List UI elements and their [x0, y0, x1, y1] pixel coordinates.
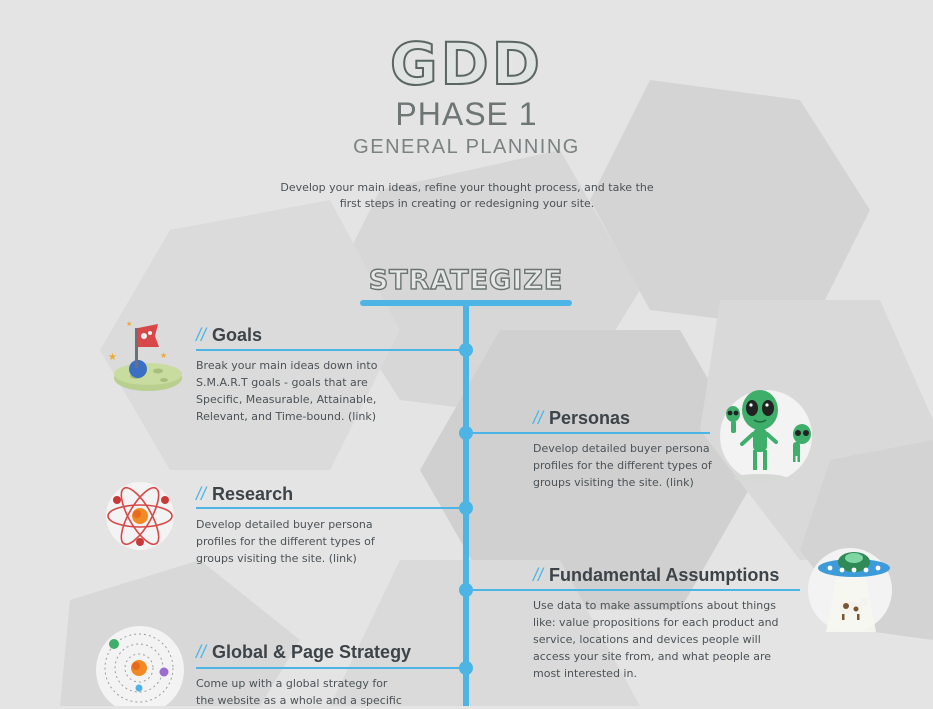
item-desc-goals: Break your main ideas down into S.M.A.R.… [196, 359, 378, 423]
solar-system-icon [96, 626, 184, 706]
slash-mark: // [196, 484, 207, 504]
item-heading-goals[interactable]: //Goals [196, 325, 262, 346]
item-heading-personas[interactable]: //Personas [533, 408, 630, 429]
intro-text: Develop your main ideas, refine your tho… [280, 181, 654, 210]
item-title-assumptions: Fundamental Assumptions [549, 565, 780, 585]
item-desc-assumptions: Use data to make assumptions about thing… [533, 599, 779, 680]
timeline-node-research [459, 501, 473, 515]
timeline-node-strategy [459, 661, 473, 675]
timeline-connector-personas [466, 432, 710, 434]
item-heading-strategy[interactable]: //Global & Page Strategy [196, 642, 411, 663]
timeline-node-goals [459, 343, 473, 357]
slash-mark: // [533, 565, 544, 585]
aliens-icon [720, 390, 812, 482]
timeline-connector-research [196, 507, 466, 509]
timeline-connector-strategy [196, 667, 466, 669]
timeline-node-personas [459, 426, 473, 440]
svg-text:★: ★ [108, 352, 117, 363]
timeline-connector-goals [196, 349, 466, 351]
timeline-node-assumptions [459, 583, 473, 597]
item-title-research: Research [212, 484, 294, 504]
page-title: GDD [389, 29, 543, 99]
slash-mark: // [196, 642, 207, 662]
svg-text:★: ★ [160, 351, 167, 360]
slash-mark: // [196, 325, 207, 345]
item-desc-research: Develop detailed buyer persona profiles … [196, 518, 375, 565]
phase-subtitle: GENERAL PLANNING [353, 136, 580, 158]
item-heading-assumptions[interactable]: //Fundamental Assumptions [533, 565, 779, 586]
planet-flag-icon: ★ ★ ★ [108, 320, 182, 391]
ufo-cow-icon [808, 548, 892, 632]
item-desc-personas: Develop detailed buyer persona profiles … [533, 442, 712, 489]
section-title: STRATEGIZE [368, 264, 564, 296]
slash-mark: // [533, 408, 544, 428]
atom-icon [106, 482, 174, 550]
item-desc-strategy: Come up with a global strategy for the w… [196, 677, 402, 707]
svg-text:★: ★ [126, 320, 132, 328]
item-title-goals: Goals [212, 325, 263, 345]
timeline-connector-assumptions [466, 589, 800, 591]
item-title-strategy: Global & Page Strategy [212, 642, 412, 662]
phase-title: PHASE 1 [395, 96, 538, 132]
item-heading-research[interactable]: //Research [196, 484, 293, 505]
item-title-personas: Personas [549, 408, 631, 428]
